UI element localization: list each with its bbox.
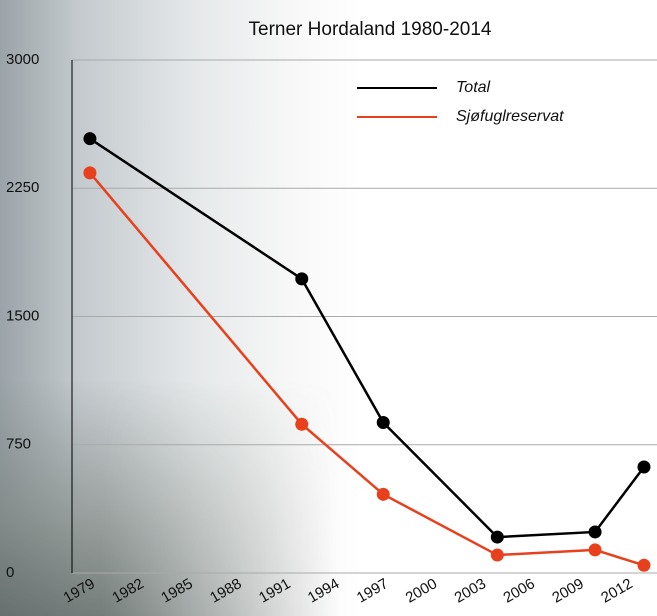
x-tick-label: 1979 bbox=[61, 575, 98, 606]
x-tick-label: 2000 bbox=[403, 575, 440, 606]
chart: Terner Hordaland 1980-2014 0 750 1500 2250 3… bbox=[0, 0, 657, 616]
x-tick-label: 1994 bbox=[305, 575, 342, 606]
point bbox=[377, 488, 390, 501]
x-tick-label: 1991 bbox=[256, 575, 293, 606]
legend-label: Total bbox=[456, 79, 491, 96]
y-tick-label: 1500 bbox=[6, 307, 39, 324]
point bbox=[377, 416, 390, 429]
point bbox=[491, 549, 504, 562]
point bbox=[295, 272, 308, 285]
x-tick-label: 2006 bbox=[500, 575, 537, 606]
y-tick-label: 2250 bbox=[6, 179, 39, 196]
point bbox=[589, 525, 602, 538]
x-tick-label: 1988 bbox=[207, 575, 244, 606]
point bbox=[491, 531, 504, 544]
point bbox=[589, 543, 602, 556]
x-tick-label: 1982 bbox=[109, 575, 146, 606]
x-tick-label: 1997 bbox=[354, 575, 391, 606]
y-tick-label: 0 bbox=[6, 564, 14, 581]
point bbox=[637, 460, 650, 473]
chart-title: Terner Hordaland 1980-2014 bbox=[249, 19, 492, 40]
y-tick-label: 3000 bbox=[6, 51, 39, 68]
x-tick-label: 2003 bbox=[452, 575, 489, 606]
page: Terner Hordaland 1980-2014 0 750 1500 2250 3… bbox=[0, 0, 657, 616]
point bbox=[83, 166, 96, 179]
point bbox=[295, 418, 308, 431]
series-line bbox=[90, 173, 644, 565]
x-tick-label: 2009 bbox=[549, 575, 586, 606]
point bbox=[637, 559, 650, 572]
y-tick-label: 750 bbox=[6, 436, 31, 453]
legend-label: Sjøfuglreservat bbox=[456, 108, 564, 125]
series-line bbox=[90, 139, 644, 537]
point bbox=[83, 132, 96, 145]
x-tick-label: 2012 bbox=[598, 575, 635, 606]
x-tick-label: 1985 bbox=[158, 575, 195, 606]
